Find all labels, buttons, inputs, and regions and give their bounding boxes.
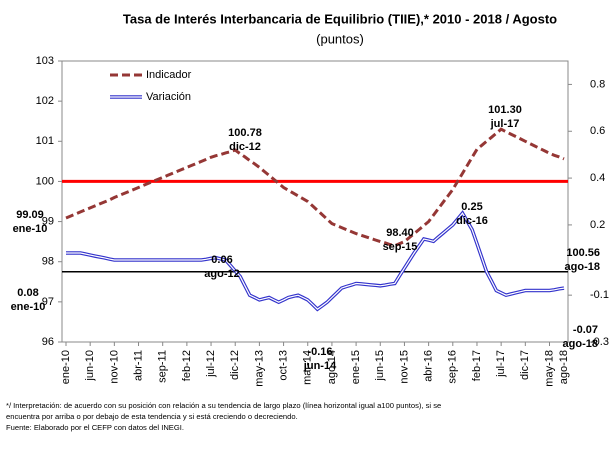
x-tick-label: nov-15 (398, 350, 410, 384)
x-tick-label: sep-16 (447, 350, 459, 384)
annotation: ago-12 (204, 268, 239, 280)
chart-title: Tasa de Interés Interbancaria de Equilib… (123, 11, 557, 26)
y-tick-label: 98 (42, 256, 54, 268)
chart-subtitle: (puntos) (316, 31, 364, 46)
x-tick-label: nov-10 (108, 350, 120, 384)
footnote: */ Interpretación: de acuerdo con su pos… (6, 401, 441, 410)
annotation: ene-10 (13, 223, 48, 235)
y-tick-label: 96 (42, 336, 54, 348)
footnote: Fuente: Elaborado por el CEFP con datos … (6, 423, 184, 432)
x-tick-label: jul-12 (205, 350, 217, 378)
annotation: 0.25 (461, 201, 482, 213)
annotation: ago-18 (565, 261, 600, 273)
annotation: -0.07 (573, 324, 598, 336)
x-tick-label: may-18 (543, 350, 555, 387)
x-tick-label: sep-11 (157, 350, 169, 383)
plot-frame (61, 60, 569, 343)
x-tick-label: ene-15 (350, 350, 362, 384)
x-tick-label: dic-17 (519, 350, 531, 380)
x-tick-label: mar-14 (302, 350, 314, 385)
series-line-inner (66, 212, 565, 310)
x-tick-label: oct-13 (277, 350, 289, 381)
y2-tick-label: 0.2 (590, 219, 605, 231)
annotation: jun-14 (303, 360, 337, 372)
x-tick-label: jul-17 (495, 350, 507, 378)
annotation: 101.30 (488, 104, 522, 116)
x-tick-label: feb-12 (181, 350, 193, 381)
annotation: ago-18 (563, 338, 598, 350)
annotation: ene-10 (11, 301, 46, 313)
annotation: 0.06 (211, 254, 232, 266)
annotation: dic-16 (456, 215, 488, 227)
y-tick-label: 101 (36, 135, 54, 147)
annotation: -0.16 (307, 346, 332, 358)
footnote: encuentra por arriba o por debajo de est… (6, 412, 298, 421)
x-tick-label: abr-16 (423, 350, 435, 382)
x-tick-label: ene-10 (60, 350, 72, 384)
x-tick-label: feb-17 (471, 350, 483, 381)
y2-tick-label: -0.3 (590, 336, 609, 348)
y-tick-label: 103 (36, 55, 54, 67)
annotation: jul-17 (490, 118, 520, 130)
x-tick-label: may-13 (253, 350, 265, 387)
legend-label: Indicador (146, 69, 192, 81)
annotation: 99.09 (16, 209, 44, 221)
series-line (65, 127, 565, 248)
x-tick-label: ago-18 (558, 350, 570, 384)
annotation: 100.56 (566, 247, 600, 259)
annotation: 98.40 (386, 227, 414, 239)
legend-label: Variación (146, 91, 191, 103)
y-tick-label: 97 (42, 296, 54, 308)
x-tick-label: jun-10 (84, 350, 96, 382)
x-tick-label: dic-12 (229, 350, 241, 380)
series-line (66, 210, 565, 312)
y-tick-label: 100 (36, 175, 54, 187)
y2-tick-label: 0.8 (590, 78, 605, 90)
y2-tick-label: -0.1 (590, 289, 609, 301)
y-tick-label: 99 (42, 215, 54, 227)
x-tick-label: abr-11 (132, 350, 144, 381)
annotation: 0.08 (17, 287, 38, 299)
y2-tick-label: 0.4 (590, 172, 605, 184)
y-tick-label: 102 (36, 95, 54, 107)
annotation: sep-15 (383, 241, 418, 253)
x-tick-label: ago-14 (326, 350, 338, 384)
annotation: dic-12 (229, 141, 261, 153)
annotation: 100.78 (228, 127, 262, 139)
y2-tick-label: 0.6 (590, 125, 605, 137)
x-tick-label: jun-15 (374, 350, 386, 382)
